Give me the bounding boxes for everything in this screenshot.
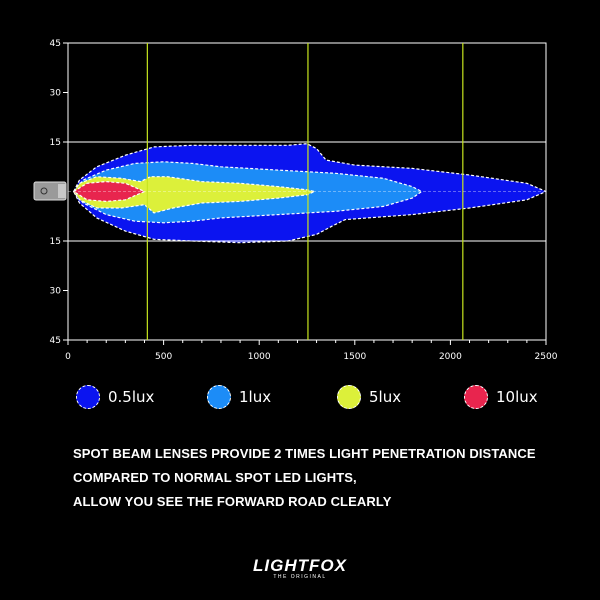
brand-logo-tagline: THE ORIGINAL (273, 574, 327, 580)
beam-pattern-chart: 45 30 15 15 30 45 0 500 1000 1500 2000 2500 (33, 39, 558, 362)
x-tick-label: 2500 (535, 352, 558, 362)
area-5lux (73, 176, 316, 214)
caption-line-2: COMPARED TO NORMAL SPOT LED LIGHTS, (73, 470, 357, 485)
x-tick-label: 500 (155, 352, 172, 362)
legend-item-5lux: 5lux (337, 382, 401, 412)
legend-item-10lux: 10lux (464, 382, 538, 412)
x-tick-label: 1000 (248, 352, 271, 362)
caption-line-1: SPOT BEAM LENSES PROVIDE 2 TIMES LIGHT P… (73, 446, 536, 461)
legend-swatch-10lux (464, 385, 488, 409)
chart-grid (67, 42, 547, 341)
x-tick-label: 1500 (343, 352, 366, 362)
legend-label-10lux: 10lux (496, 388, 538, 406)
legend-label-1lux: 1lux (239, 388, 272, 406)
legend-label-0-5lux: 0.5lux (108, 388, 155, 406)
y-tick-label: 30 (50, 89, 62, 99)
y-tick-label: 15 (50, 237, 61, 247)
caption-line-3: ALLOW YOU SEE THE FORWARD ROAD CLEARLY (73, 494, 392, 509)
legend-item-1lux: 1lux (207, 382, 271, 412)
y-tick-label: 45 (50, 39, 61, 49)
chart-ticks: 45 30 15 15 30 45 0 500 1000 1500 2000 2500 (50, 39, 558, 362)
legend-swatch-0-5lux (76, 385, 100, 409)
lamp-icon (33, 181, 67, 201)
legend-item-0-5lux: 0.5lux (76, 382, 154, 412)
legend-swatch-1lux (207, 385, 231, 409)
y-tick-label: 15 (50, 138, 61, 148)
y-tick-label: 45 (50, 336, 61, 346)
legend-swatch-5lux (337, 385, 361, 409)
y-tick-label: 30 (50, 287, 62, 297)
legend-label-5lux: 5lux (369, 388, 402, 406)
brand-logo: LIGHTFOX THE ORIGINAL (250, 556, 350, 580)
x-tick-label: 2000 (439, 352, 462, 362)
x-tick-label: 0 (65, 352, 71, 362)
beam-areas (73, 143, 547, 244)
brand-logo-text: LIGHTFOX (253, 556, 347, 575)
